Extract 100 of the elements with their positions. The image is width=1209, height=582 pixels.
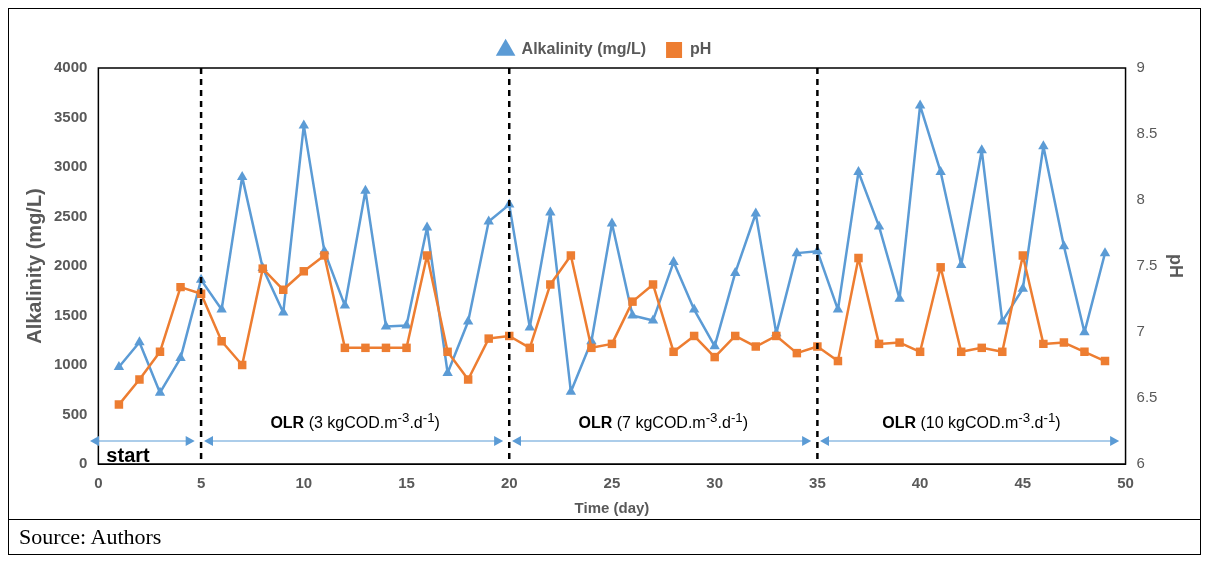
point: [791, 247, 803, 257]
x-tick-label: 35: [809, 474, 826, 492]
point: [648, 280, 658, 289]
y2-tick-label: 9: [1136, 58, 1145, 76]
point: [320, 251, 329, 260]
point: [114, 400, 124, 409]
y-tick-label: 2500: [53, 206, 88, 224]
point: [688, 303, 700, 313]
x-tick-label: 0: [94, 474, 103, 492]
y-tick-label: 0: [79, 454, 88, 472]
point: [998, 347, 1007, 357]
x-tick-label: 50: [1117, 474, 1134, 492]
point: [380, 320, 392, 330]
point: [606, 217, 618, 227]
y2-tick-label: 7.5: [1136, 256, 1158, 274]
point: [935, 165, 946, 175]
y-tick-label: 3500: [53, 107, 88, 125]
y-axis-title: Alkalinity (mg/L): [22, 188, 45, 344]
point: [278, 306, 289, 316]
point: [873, 220, 885, 230]
point: [1039, 339, 1048, 349]
point: [216, 303, 227, 313]
point: [730, 266, 741, 276]
y2-tick-label: 6.5: [1136, 388, 1158, 406]
point: [339, 299, 351, 309]
point: [443, 347, 452, 357]
point: [914, 99, 926, 109]
point: [135, 375, 144, 384]
point: [421, 221, 433, 231]
point: [627, 309, 638, 319]
annotation: OLR (3 kgCOD.m$^{-3}$.d$^{-1}$): [270, 410, 440, 432]
point: [299, 267, 309, 276]
point: [750, 207, 761, 217]
point: [154, 386, 166, 396]
point: [587, 343, 596, 353]
x-tick-label: 25: [603, 474, 621, 492]
point: [360, 184, 371, 194]
point: [422, 251, 432, 260]
point: [853, 165, 864, 175]
x-tick-label: 20: [500, 474, 518, 492]
point: [669, 347, 678, 357]
point: [463, 375, 473, 384]
point: [647, 314, 659, 324]
point: [628, 297, 637, 306]
x-tick-label: 40: [911, 474, 929, 492]
point: [484, 334, 493, 343]
point: [402, 343, 411, 353]
y-tick-label: 2000: [53, 256, 88, 274]
point: [668, 256, 679, 266]
x-tick-label: 10: [295, 474, 313, 492]
point: [565, 385, 577, 395]
point: [176, 282, 185, 292]
y2-tick-label: 7: [1136, 322, 1145, 340]
point: [854, 253, 863, 263]
x-tick-label: 30: [706, 474, 724, 492]
y2-tick-label: 6: [1136, 454, 1145, 472]
x-axis-title: Time (day): [574, 499, 650, 517]
y-tick-label: 1500: [53, 305, 88, 323]
point: [895, 338, 904, 347]
x-tick-label: 45: [1014, 474, 1032, 492]
point: [175, 352, 186, 362]
point: [361, 343, 370, 353]
legend-label: Alkalinity (mg/L): [521, 40, 647, 58]
point: [1038, 140, 1049, 150]
point: [217, 337, 226, 346]
point: [976, 144, 987, 154]
point: [546, 280, 555, 289]
point: [134, 336, 145, 346]
point: [1018, 251, 1028, 260]
point: [751, 342, 761, 351]
annotation: start: [106, 444, 150, 466]
y2-tick-label: 8.5: [1136, 124, 1158, 142]
x-tick-label: 15: [398, 474, 415, 492]
y2-axis-title: pH: [1166, 254, 1187, 278]
point: [545, 206, 556, 216]
point: [1099, 247, 1111, 257]
point: [832, 303, 844, 313]
point: [772, 331, 781, 341]
point: [710, 352, 719, 362]
point: [1080, 347, 1089, 357]
point: [709, 340, 720, 350]
point: [1079, 326, 1090, 336]
point: [279, 285, 288, 294]
y-tick-label: 1000: [53, 355, 88, 373]
point: [1059, 338, 1069, 347]
point: [1058, 240, 1070, 250]
point: [1017, 282, 1029, 292]
y-tick-label: 4000: [53, 58, 88, 76]
legend-label: pH: [690, 40, 712, 58]
point: [566, 251, 576, 260]
point: [936, 263, 945, 272]
annotation: OLR (7 kgCOD.m$^{-3}$.d$^{-1}$): [578, 410, 749, 432]
point: [113, 360, 125, 370]
annotation: OLR (10 kgCOD.m$^{-3}$.d$^{-1}$): [882, 410, 1061, 432]
source-note: Source: Authors: [9, 519, 1200, 554]
y2-tick-label: 8: [1136, 190, 1145, 208]
y-tick-label: 500: [62, 404, 88, 422]
x-tick-label: 5: [196, 474, 206, 492]
point: [236, 170, 248, 180]
y-tick-label: 3000: [53, 157, 88, 175]
